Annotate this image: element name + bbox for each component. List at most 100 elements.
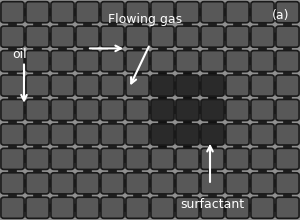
FancyBboxPatch shape: [108, 140, 117, 153]
FancyBboxPatch shape: [133, 165, 142, 178]
FancyBboxPatch shape: [101, 51, 124, 72]
FancyBboxPatch shape: [126, 26, 149, 47]
FancyBboxPatch shape: [108, 42, 117, 55]
FancyBboxPatch shape: [233, 67, 242, 80]
FancyBboxPatch shape: [117, 155, 133, 163]
FancyBboxPatch shape: [33, 42, 42, 55]
FancyBboxPatch shape: [183, 91, 192, 104]
FancyBboxPatch shape: [176, 26, 199, 47]
FancyBboxPatch shape: [158, 140, 167, 153]
FancyBboxPatch shape: [26, 173, 49, 194]
FancyBboxPatch shape: [226, 75, 249, 96]
FancyBboxPatch shape: [151, 173, 174, 194]
FancyBboxPatch shape: [83, 91, 92, 104]
FancyBboxPatch shape: [217, 179, 233, 187]
FancyBboxPatch shape: [126, 173, 149, 194]
FancyBboxPatch shape: [258, 42, 267, 55]
FancyBboxPatch shape: [283, 42, 292, 55]
FancyBboxPatch shape: [208, 18, 217, 31]
FancyBboxPatch shape: [258, 91, 267, 104]
FancyBboxPatch shape: [17, 57, 33, 65]
FancyBboxPatch shape: [1, 75, 24, 96]
FancyBboxPatch shape: [267, 81, 283, 90]
FancyBboxPatch shape: [192, 57, 208, 65]
FancyBboxPatch shape: [276, 173, 299, 194]
FancyBboxPatch shape: [76, 124, 99, 145]
FancyBboxPatch shape: [217, 155, 233, 163]
FancyBboxPatch shape: [142, 57, 158, 65]
FancyBboxPatch shape: [92, 179, 108, 187]
FancyBboxPatch shape: [258, 165, 267, 178]
FancyBboxPatch shape: [76, 148, 99, 169]
FancyBboxPatch shape: [251, 124, 274, 145]
FancyBboxPatch shape: [133, 91, 142, 104]
FancyBboxPatch shape: [276, 99, 299, 121]
FancyBboxPatch shape: [108, 189, 117, 202]
FancyBboxPatch shape: [167, 33, 183, 41]
FancyBboxPatch shape: [51, 99, 74, 121]
FancyBboxPatch shape: [51, 26, 74, 47]
FancyBboxPatch shape: [83, 67, 92, 80]
FancyBboxPatch shape: [42, 8, 58, 16]
FancyBboxPatch shape: [151, 197, 174, 218]
FancyBboxPatch shape: [83, 165, 92, 178]
FancyBboxPatch shape: [33, 165, 42, 178]
FancyBboxPatch shape: [167, 106, 183, 114]
FancyBboxPatch shape: [126, 99, 149, 121]
FancyBboxPatch shape: [167, 204, 183, 212]
FancyBboxPatch shape: [1, 148, 24, 169]
FancyBboxPatch shape: [17, 8, 33, 16]
FancyBboxPatch shape: [176, 173, 199, 194]
FancyBboxPatch shape: [158, 18, 167, 31]
FancyBboxPatch shape: [76, 2, 99, 23]
FancyBboxPatch shape: [151, 124, 174, 145]
FancyBboxPatch shape: [283, 67, 292, 80]
FancyBboxPatch shape: [251, 75, 274, 96]
FancyBboxPatch shape: [242, 33, 258, 41]
FancyBboxPatch shape: [1, 51, 24, 72]
FancyBboxPatch shape: [283, 165, 292, 178]
FancyBboxPatch shape: [83, 189, 92, 202]
FancyBboxPatch shape: [176, 99, 199, 121]
FancyBboxPatch shape: [226, 148, 249, 169]
FancyBboxPatch shape: [251, 2, 274, 23]
FancyBboxPatch shape: [33, 67, 42, 80]
FancyBboxPatch shape: [233, 91, 242, 104]
FancyBboxPatch shape: [151, 51, 174, 72]
FancyBboxPatch shape: [226, 51, 249, 72]
FancyBboxPatch shape: [242, 130, 258, 139]
FancyBboxPatch shape: [42, 155, 58, 163]
FancyBboxPatch shape: [233, 189, 242, 202]
FancyBboxPatch shape: [42, 33, 58, 41]
FancyBboxPatch shape: [217, 33, 233, 41]
FancyBboxPatch shape: [8, 189, 17, 202]
FancyBboxPatch shape: [276, 197, 299, 218]
FancyBboxPatch shape: [158, 42, 167, 55]
FancyBboxPatch shape: [167, 57, 183, 65]
FancyBboxPatch shape: [58, 140, 67, 153]
FancyBboxPatch shape: [226, 173, 249, 194]
FancyBboxPatch shape: [176, 51, 199, 72]
FancyBboxPatch shape: [142, 155, 158, 163]
FancyBboxPatch shape: [67, 130, 83, 139]
FancyBboxPatch shape: [158, 165, 167, 178]
FancyBboxPatch shape: [183, 116, 192, 129]
FancyBboxPatch shape: [226, 124, 249, 145]
FancyBboxPatch shape: [158, 67, 167, 80]
FancyBboxPatch shape: [283, 189, 292, 202]
FancyBboxPatch shape: [26, 75, 49, 96]
FancyBboxPatch shape: [67, 106, 83, 114]
FancyBboxPatch shape: [258, 18, 267, 31]
FancyBboxPatch shape: [67, 155, 83, 163]
FancyBboxPatch shape: [92, 57, 108, 65]
FancyBboxPatch shape: [101, 99, 124, 121]
FancyBboxPatch shape: [192, 204, 208, 212]
FancyBboxPatch shape: [142, 8, 158, 16]
FancyBboxPatch shape: [51, 148, 74, 169]
FancyBboxPatch shape: [242, 8, 258, 16]
FancyBboxPatch shape: [8, 116, 17, 129]
FancyBboxPatch shape: [142, 81, 158, 90]
FancyBboxPatch shape: [176, 148, 199, 169]
FancyBboxPatch shape: [208, 165, 217, 178]
FancyBboxPatch shape: [151, 99, 174, 121]
